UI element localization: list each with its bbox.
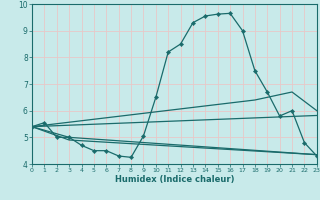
X-axis label: Humidex (Indice chaleur): Humidex (Indice chaleur) — [115, 175, 234, 184]
